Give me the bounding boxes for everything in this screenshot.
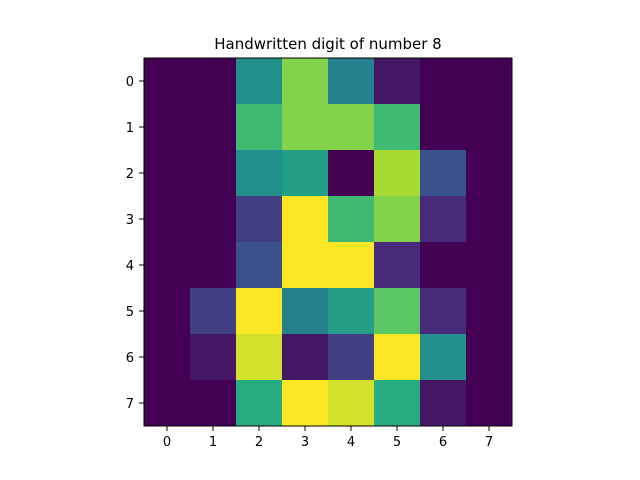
heatmap-cell — [144, 288, 191, 335]
heatmap-cell — [374, 242, 421, 289]
heatmap-cell — [374, 58, 421, 105]
heatmap-cell — [190, 150, 237, 197]
heatmap-cell — [190, 196, 237, 243]
heatmap-cell — [466, 334, 513, 381]
y-axis: 0 1 2 3 4 5 6 7 — [126, 75, 144, 412]
heatmap-cell — [328, 58, 375, 105]
heatmap-cell — [374, 288, 421, 335]
heatmap-cell — [420, 380, 467, 427]
heatmap-cell — [236, 150, 283, 197]
x-tick-label: 5 — [393, 435, 401, 450]
y-tick-label: 7 — [126, 397, 134, 412]
heatmap-cell — [236, 58, 283, 105]
heatmap-cell — [144, 334, 191, 381]
heatmap-cell — [282, 288, 329, 335]
heatmap-cell — [374, 380, 421, 427]
heatmap-cell — [236, 242, 283, 289]
y-tick-label: 2 — [126, 167, 134, 182]
heatmap-cell — [190, 104, 237, 151]
x-tick-label: 6 — [439, 435, 447, 450]
heatmap-cell — [420, 242, 467, 289]
heatmap-cell — [466, 150, 513, 197]
heatmap-cell — [282, 242, 329, 289]
heatmap-cell — [236, 334, 283, 381]
heatmap-cell — [466, 58, 513, 105]
heatmap-cell — [144, 242, 191, 289]
heatmap-cell — [420, 334, 467, 381]
heatmap-cell — [190, 334, 237, 381]
heatmap-cell — [190, 58, 237, 105]
heatmap-cell — [282, 150, 329, 197]
heatmap-cell — [144, 380, 191, 427]
heatmap-cell — [144, 196, 191, 243]
heatmap-cell — [466, 288, 513, 335]
heatmap-cell — [374, 150, 421, 197]
heatmap-cell — [328, 104, 375, 151]
x-tick-label: 4 — [347, 435, 355, 450]
y-tick-label: 4 — [126, 259, 134, 274]
heatmap-cells — [144, 58, 513, 427]
y-tick-label: 5 — [126, 305, 134, 320]
heatmap-cell — [282, 380, 329, 427]
heatmap-cell — [190, 380, 237, 427]
x-tick-label: 0 — [163, 435, 171, 450]
x-tick-label: 1 — [209, 435, 217, 450]
heatmap-cell — [328, 196, 375, 243]
heatmap-cell — [328, 380, 375, 427]
heatmap-cell — [236, 196, 283, 243]
heatmap-cell — [282, 58, 329, 105]
x-tick-label: 2 — [255, 435, 263, 450]
heatmap-cell — [420, 196, 467, 243]
heatmap-cell — [144, 58, 191, 105]
chart-title: Handwritten digit of number 8 — [214, 35, 441, 53]
heatmap-cell — [466, 242, 513, 289]
heatmap-cell — [466, 196, 513, 243]
heatmap-cell — [236, 380, 283, 427]
x-tick-label: 3 — [301, 435, 309, 450]
heatmap-cell — [420, 150, 467, 197]
x-tick-label: 7 — [485, 435, 493, 450]
y-tick-label: 6 — [126, 351, 134, 366]
heatmap-cell — [190, 242, 237, 289]
heatmap-cell — [420, 288, 467, 335]
y-tick-label: 1 — [126, 121, 134, 136]
heatmap-cell — [466, 380, 513, 427]
heatmap-cell — [420, 58, 467, 105]
heatmap-cell — [374, 334, 421, 381]
heatmap-cell — [328, 242, 375, 289]
heatmap-cell — [420, 104, 467, 151]
plot-frame — [143, 57, 513, 427]
heatmap-cell — [236, 104, 283, 151]
heatmap-cell — [282, 334, 329, 381]
heatmap-cell — [144, 104, 191, 151]
heatmap-cell — [190, 288, 237, 335]
y-tick-label: 3 — [126, 213, 134, 228]
heatmap-cell — [144, 150, 191, 197]
heatmap-cell — [282, 196, 329, 243]
heatmap-cell — [328, 150, 375, 197]
heatmap-cell — [282, 104, 329, 151]
heatmap-cell — [328, 334, 375, 381]
x-axis: 0 1 2 3 4 5 6 7 — [163, 426, 493, 450]
y-tick-label: 0 — [126, 75, 134, 90]
heatmap-cell — [466, 104, 513, 151]
heatmap-cell — [374, 104, 421, 151]
heatmap-cell — [328, 288, 375, 335]
heatmap-cell — [374, 196, 421, 243]
heatmap-cell — [236, 288, 283, 335]
